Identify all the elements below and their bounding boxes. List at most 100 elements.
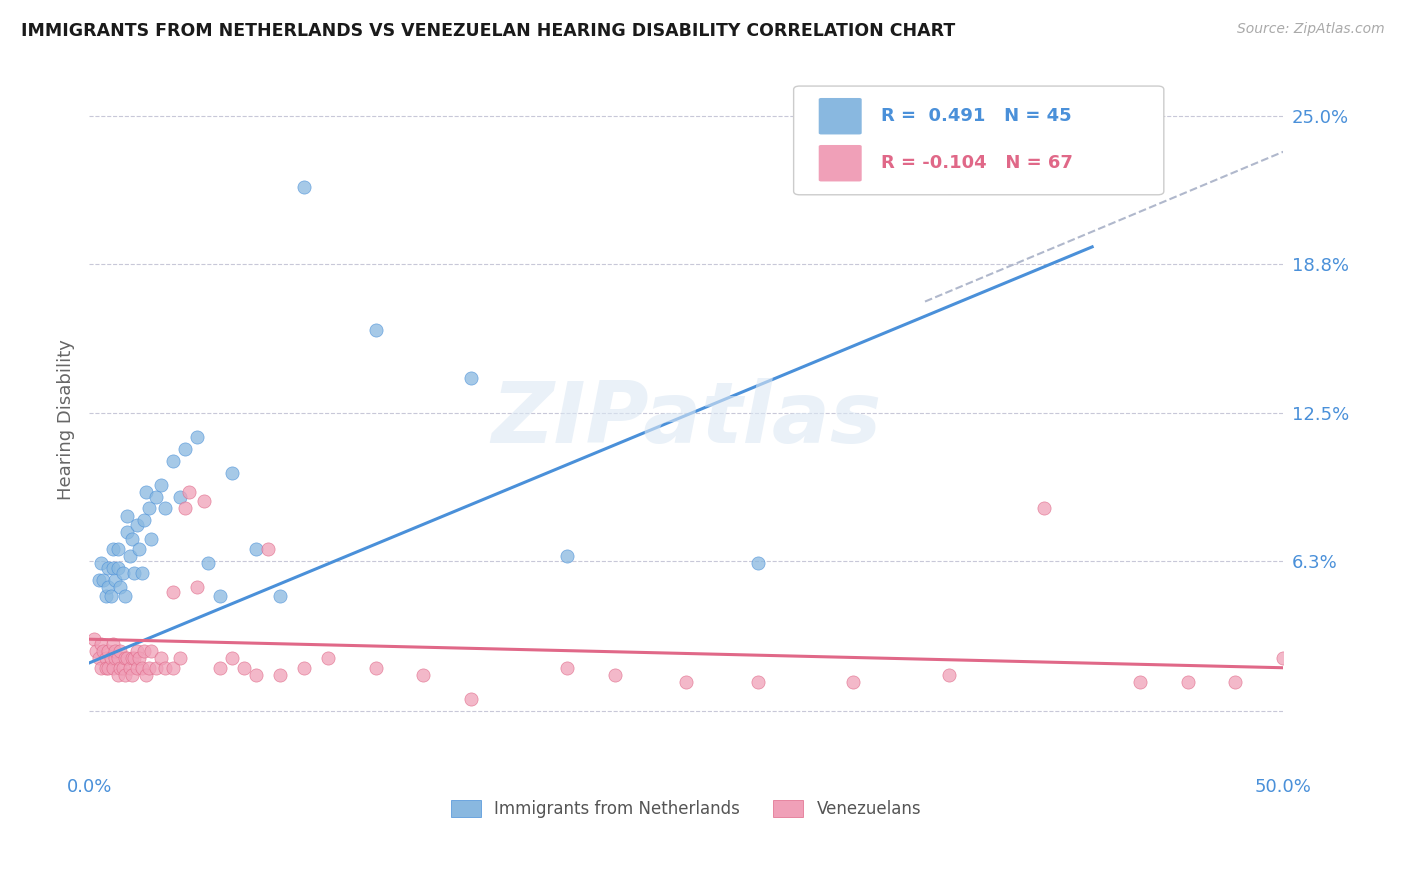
Point [193,494,215,508]
Point [221,651,243,665]
Point [169,651,191,665]
Point [197,556,219,570]
Point [292,180,315,194]
Point [131,566,153,580]
Point [173,442,195,456]
Point [141,644,163,658]
Point [603,668,626,682]
Point [1177,675,1199,690]
Point [179,484,201,499]
Point [149,477,172,491]
Point [149,651,172,665]
Point [101,637,124,651]
Text: Source: ZipAtlas.com: Source: ZipAtlas.com [1237,22,1385,37]
Point [108,644,131,658]
Text: IMMIGRANTS FROM NETHERLANDS VS VENEZUELAN HEARING DISABILITY CORRELATION CHART: IMMIGRANTS FROM NETHERLANDS VS VENEZUELA… [21,22,955,40]
Point [97,561,120,575]
Point [107,651,129,665]
Point [292,661,315,675]
Point [121,668,143,682]
Point [97,580,120,594]
Point [155,501,177,516]
Point [111,661,134,675]
Point [94,590,117,604]
Point [117,525,139,540]
Point [938,668,960,682]
Point [316,651,339,665]
Point [104,644,127,658]
Point [97,644,120,658]
Point [162,661,184,675]
Y-axis label: Hearing Disability: Hearing Disability [58,339,75,500]
Point [117,651,139,665]
Point [675,675,697,690]
Point [101,561,124,575]
Point [108,580,131,594]
Point [124,651,146,665]
Point [83,632,105,647]
Point [747,675,769,690]
Legend: Immigrants from Netherlands, Venezuelans: Immigrants from Netherlands, Venezuelans [444,793,928,825]
Point [138,661,160,675]
Point [101,541,124,556]
FancyBboxPatch shape [818,145,862,181]
Point [555,661,578,675]
Point [141,533,163,547]
Point [128,541,150,556]
Point [111,566,134,580]
Point [125,644,148,658]
Point [107,541,129,556]
Point [138,501,160,516]
Point [412,668,434,682]
Point [118,661,141,675]
Point [114,651,136,665]
Text: R = -0.104   N = 67: R = -0.104 N = 67 [880,154,1073,172]
Point [131,661,153,675]
Point [155,661,177,675]
Point [233,661,256,675]
Point [269,590,291,604]
Point [104,573,127,587]
Point [100,651,122,665]
Point [87,573,110,587]
Point [108,661,131,675]
Point [124,566,146,580]
Point [94,661,117,675]
Point [747,556,769,570]
Point [135,484,157,499]
Point [364,323,387,337]
Point [117,508,139,523]
Point [97,661,120,675]
Point [100,590,122,604]
FancyBboxPatch shape [818,98,862,135]
Point [93,573,115,587]
Point [104,651,127,665]
Point [94,651,117,665]
Point [245,668,267,682]
Point [364,661,387,675]
Point [107,561,129,575]
Point [101,661,124,675]
Point [1033,501,1056,516]
Point [84,644,107,658]
Point [125,518,148,533]
Point [121,651,143,665]
Point [460,691,482,706]
Point [90,661,112,675]
Point [169,490,191,504]
Point [209,590,232,604]
Point [1129,675,1152,690]
Point [460,370,482,384]
Point [87,651,110,665]
Point [145,490,167,504]
Point [114,590,136,604]
Point [128,651,150,665]
Point [1225,675,1247,690]
Point [1272,651,1295,665]
Point [145,661,167,675]
Point [107,668,129,682]
Point [90,637,112,651]
Point [173,501,195,516]
Point [135,668,157,682]
Point [938,180,960,194]
